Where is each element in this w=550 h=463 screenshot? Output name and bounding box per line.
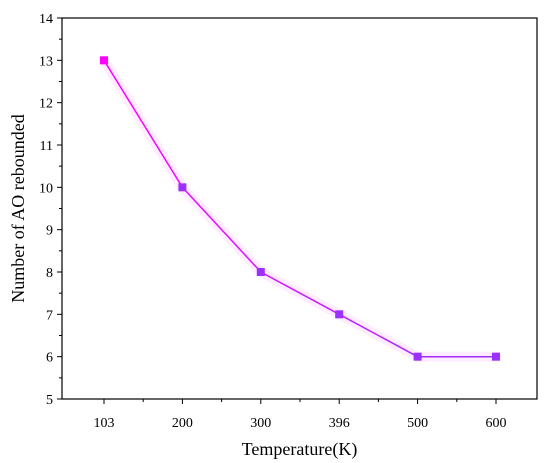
x-tick-label: 103 [94, 416, 115, 431]
plot-border [61, 17, 538, 400]
y-tick-label: 7 [46, 308, 53, 323]
y-tick-label: 8 [46, 266, 53, 281]
x-tick-label: 396 [329, 416, 350, 431]
y-tick-label: 11 [40, 139, 53, 154]
data-point [100, 56, 108, 65]
y-axis: 5 6 7 8 9 10 11 12 13 14 [39, 12, 62, 408]
data-point [178, 183, 187, 192]
series-layer [99, 55, 501, 362]
plot-frame [61, 17, 538, 400]
x-tick-label: 500 [407, 416, 428, 431]
data-point [492, 352, 500, 361]
data-point [413, 352, 422, 361]
y-tick-label: 9 [46, 224, 53, 239]
y-tick-label: 5 [46, 393, 53, 408]
series-glow [99, 55, 501, 362]
y-tick-label: 12 [39, 97, 53, 112]
data-point [335, 310, 344, 319]
x-axis: 103 200 300 396 500 600 [94, 399, 507, 431]
y-tick-label: 14 [39, 12, 53, 27]
y-axis-title: Number of AO rebounded [8, 114, 28, 302]
x-tick-label: 200 [172, 416, 193, 431]
x-tick-label: 600 [486, 416, 507, 431]
x-tick-label: 300 [250, 416, 271, 431]
data-point [256, 268, 265, 276]
series-line [103, 59, 496, 358]
y-tick-label: 13 [39, 54, 53, 69]
y-tick-label: 10 [39, 181, 53, 196]
x-axis-title: Temperature(K) [242, 439, 358, 460]
y-tick-label: 6 [46, 351, 53, 366]
